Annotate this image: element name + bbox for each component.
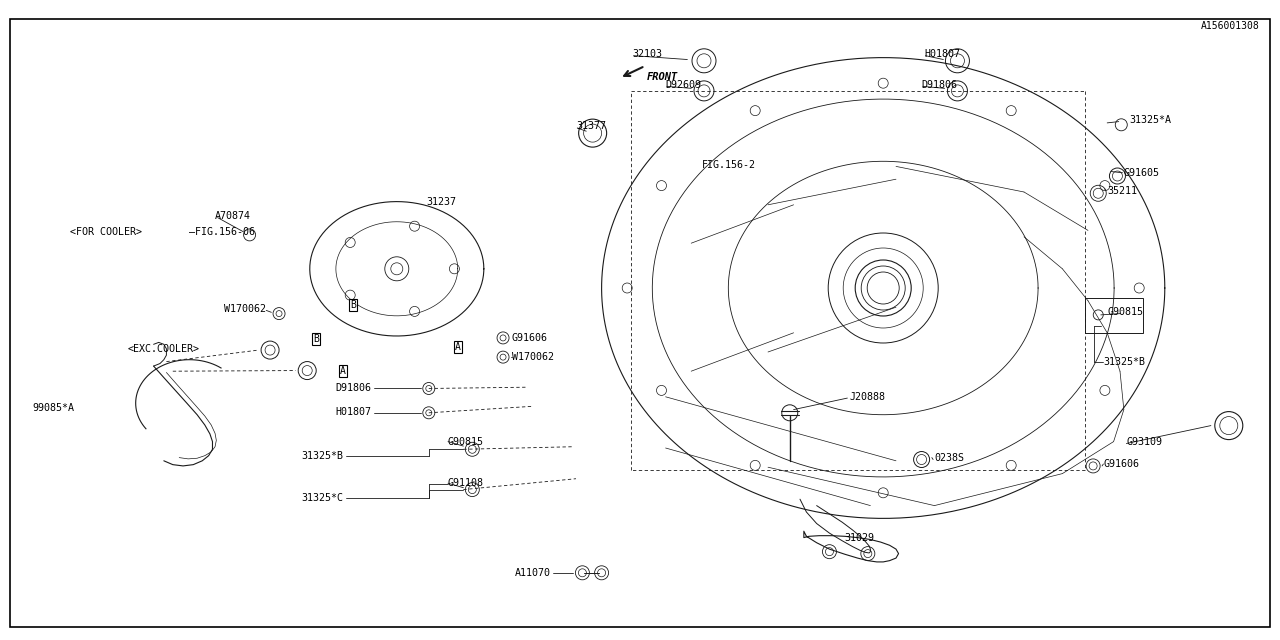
- Text: 31325*A: 31325*A: [1129, 115, 1171, 125]
- Text: 31377: 31377: [576, 121, 605, 131]
- Text: G91605: G91605: [1124, 168, 1160, 178]
- Text: A11070: A11070: [515, 568, 550, 578]
- Text: 31325*B: 31325*B: [1103, 356, 1146, 367]
- Text: 31325*C: 31325*C: [301, 493, 343, 503]
- Text: D91806: D91806: [922, 80, 957, 90]
- Text: 35211: 35211: [1107, 186, 1137, 196]
- Text: 31029: 31029: [845, 532, 874, 543]
- Text: G91606: G91606: [512, 333, 548, 343]
- Text: G91606: G91606: [1103, 459, 1139, 469]
- Text: —FIG.156-06: —FIG.156-06: [189, 227, 256, 237]
- Text: B: B: [351, 300, 356, 310]
- Text: W170062: W170062: [224, 304, 266, 314]
- Text: G90815: G90815: [1107, 307, 1143, 317]
- Text: 32103: 32103: [632, 49, 662, 60]
- Text: H01807: H01807: [335, 406, 371, 417]
- Text: G91108: G91108: [448, 478, 484, 488]
- Text: A: A: [340, 366, 346, 376]
- Text: FIG.156-2: FIG.156-2: [701, 160, 755, 170]
- Text: <EXC.COOLER>: <EXC.COOLER>: [128, 344, 200, 354]
- Text: 31237: 31237: [426, 196, 456, 207]
- Text: B: B: [314, 334, 319, 344]
- Text: A70874: A70874: [215, 211, 251, 221]
- Text: H01807: H01807: [924, 49, 960, 60]
- Text: G93109: G93109: [1126, 436, 1162, 447]
- Text: A156001308: A156001308: [1201, 20, 1260, 31]
- Text: J20888: J20888: [850, 392, 886, 402]
- Text: D92609: D92609: [666, 80, 701, 90]
- Text: A: A: [456, 342, 461, 352]
- Text: 0238S: 0238S: [934, 452, 964, 463]
- Text: 99085*A: 99085*A: [32, 403, 74, 413]
- Bar: [1085, 298, 1143, 333]
- Text: <FOR COOLER>: <FOR COOLER>: [70, 227, 142, 237]
- Text: W170062: W170062: [512, 352, 554, 362]
- Text: G90815: G90815: [448, 436, 484, 447]
- Text: D91806: D91806: [335, 383, 371, 394]
- Text: FRONT: FRONT: [646, 72, 677, 83]
- Text: 31325*B: 31325*B: [301, 451, 343, 461]
